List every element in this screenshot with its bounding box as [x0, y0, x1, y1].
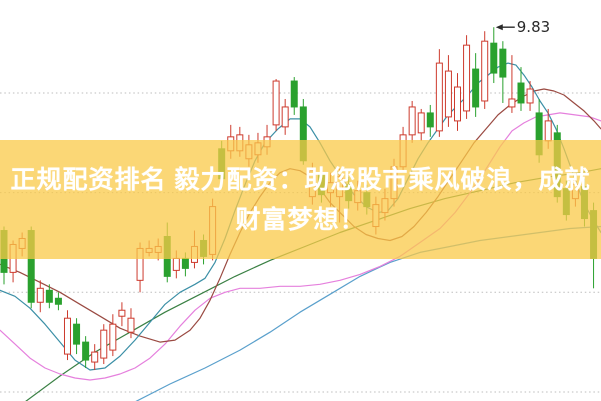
- candle: [417, 112, 425, 134]
- candle: [73, 323, 81, 345]
- candle: [571, 184, 579, 200]
- candle: [209, 206, 217, 255]
- candle: [45, 289, 53, 303]
- candle: [245, 144, 253, 160]
- candle: [481, 40, 489, 102]
- candle: [254, 142, 262, 156]
- candle: [490, 42, 498, 74]
- candle: [444, 70, 452, 118]
- candle: [181, 257, 189, 269]
- candle: [535, 112, 543, 156]
- candle: [544, 120, 552, 142]
- candle: [562, 188, 570, 216]
- candle: [172, 257, 180, 271]
- candle: [317, 174, 325, 196]
- candle: [27, 230, 35, 303]
- candle: [9, 243, 17, 273]
- candle: [218, 148, 226, 180]
- candle: [163, 235, 171, 277]
- peak-price-label: 9.83: [517, 18, 550, 36]
- candle: [526, 88, 534, 104]
- candle: [435, 62, 443, 132]
- candle: [18, 237, 26, 249]
- peak-label: 9.83: [495, 18, 550, 36]
- candle: [145, 247, 153, 253]
- candle: [91, 351, 99, 363]
- candle: [454, 86, 461, 122]
- candle: [580, 186, 588, 220]
- candle: [553, 132, 561, 198]
- candle: [227, 136, 235, 152]
- candles: [0, 27, 598, 371]
- candle: [299, 106, 307, 162]
- candle: [136, 247, 144, 281]
- candle: [372, 204, 380, 228]
- candle: [200, 239, 208, 257]
- candle: [463, 44, 471, 112]
- candle: [281, 106, 289, 128]
- candle: [408, 106, 416, 136]
- candle: [290, 80, 298, 108]
- candle: [336, 176, 344, 198]
- candle: [590, 210, 598, 259]
- candle: [308, 170, 316, 198]
- candle: [381, 198, 389, 214]
- candle: [399, 134, 407, 168]
- candle: [263, 136, 271, 148]
- candle: [363, 192, 371, 208]
- candle: [36, 287, 44, 303]
- candle: [190, 245, 198, 263]
- line-ma-20-pink: [0, 112, 601, 381]
- candle: [499, 48, 507, 78]
- candle: [327, 182, 335, 194]
- candle: [354, 190, 362, 204]
- candle: [426, 112, 434, 128]
- candle: [109, 323, 117, 351]
- candle: [508, 98, 516, 108]
- candle: [0, 230, 8, 273]
- candle: [54, 297, 62, 305]
- candle: [272, 80, 280, 126]
- candle: [472, 68, 480, 108]
- candle: [127, 317, 135, 333]
- candle: [345, 184, 353, 202]
- candle: [100, 329, 108, 359]
- candle: [82, 341, 90, 361]
- candle: [118, 309, 126, 317]
- candle: [154, 245, 162, 253]
- candle: [63, 317, 71, 355]
- candle: [390, 166, 398, 200]
- candle: [517, 82, 525, 104]
- candle: [236, 134, 244, 152]
